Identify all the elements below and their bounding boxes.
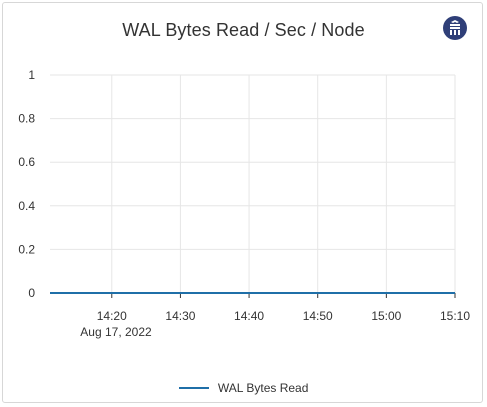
x-axis-ticks: 14:20 14:30 14:40 14:50 15:00 15:10 (97, 293, 470, 323)
x-tick-label: 15:10 (440, 309, 470, 323)
x-tick-label: 14:40 (234, 309, 264, 323)
x-tick-label: 15:00 (371, 309, 401, 323)
legend-swatch (178, 386, 209, 389)
database-icon (443, 16, 467, 40)
x-tick-label: 14:50 (303, 309, 333, 323)
y-tick-label: 0.4 (18, 199, 35, 213)
chart-title: WAL Bytes Read / Sec / Node (122, 20, 365, 40)
y-axis-ticks: 0 0.2 0.4 0.6 0.8 1 (18, 68, 35, 300)
legend[interactable]: WAL Bytes Read (0, 380, 487, 395)
x-tick-label: 14:20 (97, 309, 127, 323)
y-tick-label: 1 (28, 68, 35, 82)
y-tick-label: 0 (28, 286, 35, 300)
grid-lines (50, 74, 456, 294)
x-axis-date-label: Aug 17, 2022 (80, 325, 152, 339)
y-tick-label: 0.6 (18, 155, 35, 169)
legend-label: WAL Bytes Read (217, 380, 309, 395)
y-tick-label: 0.8 (18, 112, 35, 126)
chart-panel (2, 2, 483, 403)
x-tick-label: 14:30 (165, 309, 195, 323)
y-tick-label: 0.2 (18, 242, 35, 256)
